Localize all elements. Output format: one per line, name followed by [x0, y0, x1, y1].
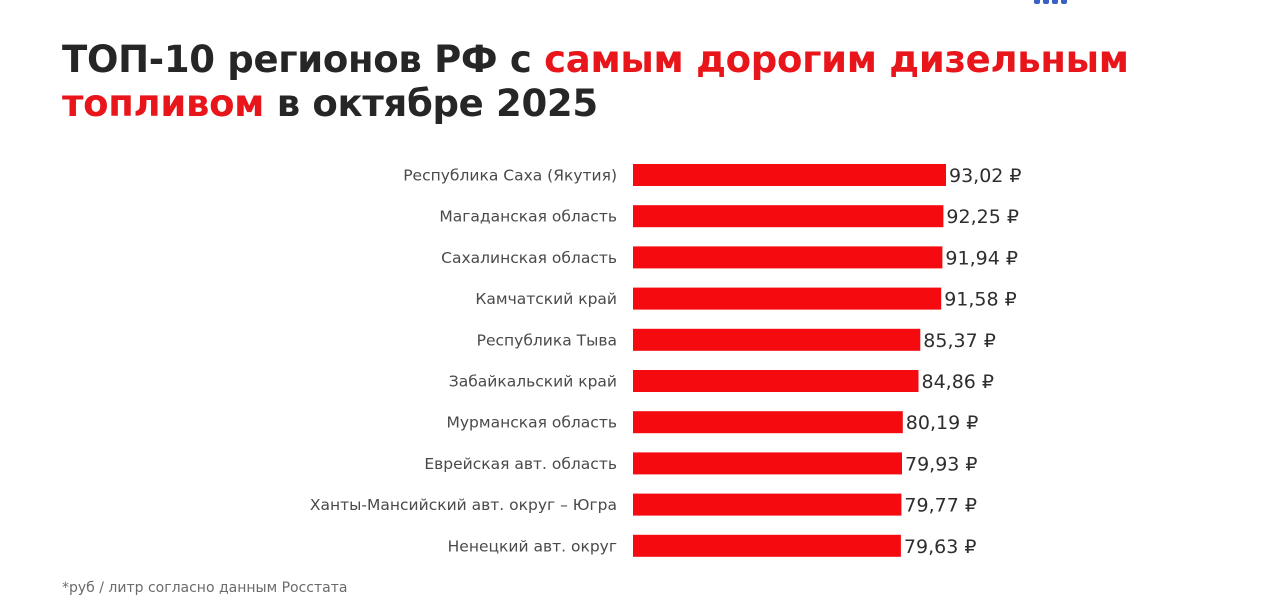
title-part2: в октябре 2025 [264, 82, 598, 125]
title-accent2: топливом [62, 82, 265, 125]
category-label: Магаданская область [439, 208, 617, 226]
value-label: 92,25 ₽ [946, 206, 1019, 228]
category-label: Мурманская область [447, 414, 617, 432]
bar [633, 164, 946, 186]
bar [633, 370, 919, 392]
bar [633, 205, 944, 228]
value-label: 79,63 ₽ [904, 536, 977, 558]
title-accent1: самым дорогим дизельным [544, 38, 1129, 81]
category-label: Сахалинская область [441, 249, 617, 267]
value-label: 93,02 ₽ [949, 165, 1022, 187]
logo-mark [1034, 0, 1076, 4]
category-label: Республика Тыва [477, 331, 617, 349]
bar [633, 534, 901, 557]
category-label: Ненецкий авт. округ [448, 537, 617, 555]
value-label: 80,19 ₽ [906, 412, 979, 434]
logo-bar [1061, 0, 1067, 4]
bar [633, 411, 903, 434]
title-part1: ТОП-10 регионов РФ с [62, 38, 545, 81]
category-label: Республика Саха (Якутия) [403, 167, 617, 185]
bar [633, 246, 943, 269]
category-label: Забайкальский край [449, 373, 617, 391]
bar [633, 287, 942, 310]
value-label: 91,94 ₽ [945, 247, 1018, 269]
chart-title: ТОП-10 регионов РФ с самым дорогим дизел… [62, 38, 1222, 126]
footnote: *руб / литр согласно данным Росстата [62, 580, 348, 596]
bar [633, 493, 902, 516]
value-label: 79,77 ₽ [904, 495, 977, 517]
category-label: Камчатский край [475, 290, 617, 308]
category-label: Еврейская авт. область [424, 455, 617, 473]
logo-bar [1052, 0, 1058, 4]
value-label: 84,86 ₽ [922, 371, 995, 393]
logo-bar [1043, 0, 1049, 4]
value-label: 85,37 ₽ [923, 330, 996, 352]
bar [633, 328, 921, 351]
bar-chart: Республика Саха (Якутия) 93,02 ₽ Магаданск… [310, 164, 1022, 558]
value-label: 91,58 ₽ [944, 289, 1017, 311]
category-label: Ханты-Мансийский авт. округ – Югра [310, 496, 617, 514]
value-label: 79,93 ₽ [905, 453, 978, 475]
bar [633, 452, 902, 475]
logo-bar [1034, 0, 1040, 4]
